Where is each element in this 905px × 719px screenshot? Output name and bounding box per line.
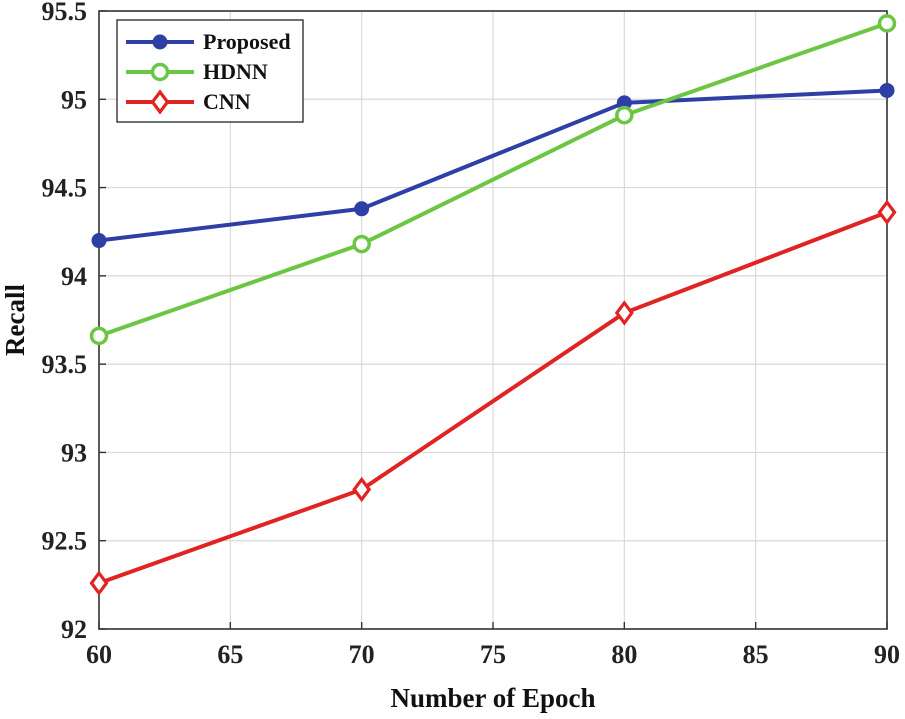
series-proposed bbox=[91, 82, 895, 249]
data-point-cnn bbox=[352, 476, 372, 503]
data-point-hdnn bbox=[615, 105, 634, 125]
data-point-hdnn bbox=[89, 326, 109, 346]
data-point-cnn bbox=[614, 300, 634, 326]
x-tick-label: 85 bbox=[743, 640, 769, 669]
y-tick-label: 95.5 bbox=[42, 0, 88, 26]
y-tick-label: 95 bbox=[61, 85, 87, 114]
legend: Proposed HDNN CNN bbox=[116, 19, 304, 123]
x-tick-label: 75 bbox=[480, 640, 506, 669]
x-tick-label: 90 bbox=[874, 640, 900, 669]
data-point-cnn bbox=[877, 199, 897, 225]
x-tick-label: 60 bbox=[86, 640, 112, 669]
legend-item-cnn: CNN bbox=[126, 89, 251, 115]
data-point-hdnn bbox=[877, 14, 897, 33]
series-cnn bbox=[89, 199, 897, 596]
legend-item-hdnn: HDNN bbox=[126, 59, 268, 84]
x-axis-title: Number of Epoch bbox=[390, 683, 595, 713]
legend-marker-cnn bbox=[150, 89, 170, 115]
legend-label-proposed: Proposed bbox=[203, 29, 291, 54]
series-line-hdnn bbox=[98, 21, 888, 338]
x-tick-label: 80 bbox=[611, 640, 637, 669]
data-point-hdnn bbox=[352, 234, 371, 254]
data-point-proposed bbox=[91, 233, 107, 249]
data-point-cnn bbox=[89, 570, 109, 596]
series-line-cnn bbox=[98, 210, 888, 585]
y-tick-label: 92.5 bbox=[42, 527, 88, 556]
legend-label-cnn: CNN bbox=[203, 89, 251, 114]
data-point-proposed bbox=[879, 82, 895, 98]
legend-item-proposed: Proposed bbox=[126, 29, 291, 54]
y-tick-label: 93 bbox=[61, 438, 87, 467]
x-tick-label: 70 bbox=[349, 640, 375, 669]
series-hdnn bbox=[89, 14, 897, 346]
data-point-proposed bbox=[354, 201, 370, 217]
legend-label-hdnn: HDNN bbox=[203, 59, 268, 84]
legend-marker-proposed bbox=[152, 34, 168, 50]
y-axis-title: Recall bbox=[0, 284, 30, 356]
y-tick-label: 94 bbox=[61, 262, 87, 291]
y-tick-label: 93.5 bbox=[42, 350, 88, 379]
legend-marker-hdnn bbox=[150, 62, 170, 82]
series-group bbox=[89, 14, 897, 596]
series-line-proposed bbox=[98, 88, 888, 243]
x-tick-label: 65 bbox=[217, 640, 243, 669]
y-tick-label: 92 bbox=[61, 615, 87, 644]
y-tick-label: 94.5 bbox=[42, 174, 88, 203]
tick-labels: 60 65 70 75 80 85 90 92 92.5 93 93.5 94 94.5 95 95.5 bbox=[42, 0, 901, 669]
